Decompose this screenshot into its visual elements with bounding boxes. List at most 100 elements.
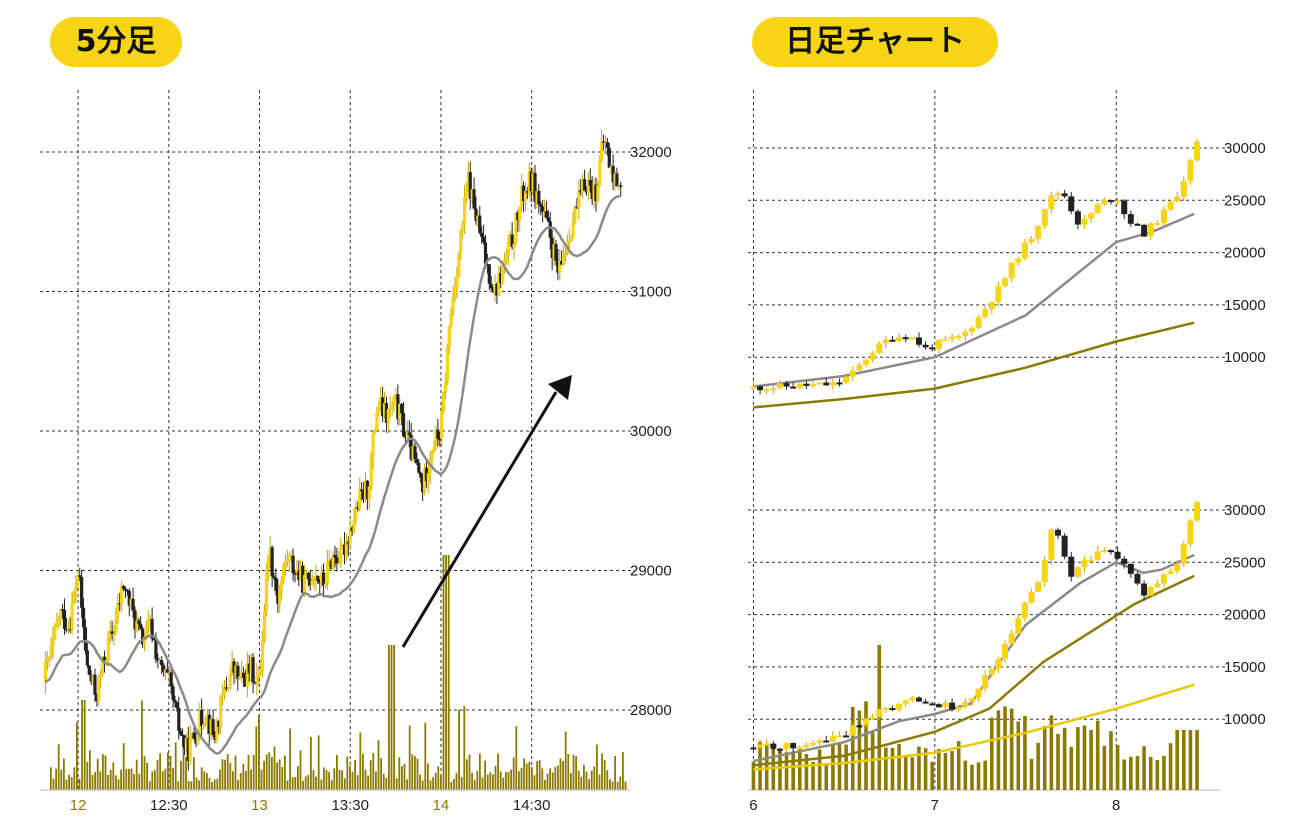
candle-body [1107,200,1114,203]
volume-bar [333,768,336,790]
candle-body [76,575,80,586]
candle-body [411,446,415,460]
volume-bar [125,768,128,790]
candle-body [325,561,329,584]
candle-body [796,747,803,750]
volume-bar [195,777,198,790]
x-tick-label: 6 [749,797,757,814]
candle-body [516,212,520,221]
candle-body [1174,196,1181,202]
candle-body [426,472,430,482]
candle-body [161,665,166,672]
candle-body [388,406,392,410]
candle-body [375,411,379,431]
candle-body [468,172,472,199]
volume-bar [349,765,351,790]
volume-bar [606,770,609,790]
volume-bar [837,743,842,790]
volume-bar [375,771,377,790]
volume-bar [99,771,102,790]
candle-body [140,628,145,645]
volume-bar [94,772,96,790]
volume-bar [190,781,193,790]
candle-body [245,663,249,687]
candle-body [150,619,154,639]
volume-bar [583,764,585,790]
volume-bar [484,760,486,790]
candle-body [230,661,234,675]
candle-body [89,674,93,682]
volume-bar [408,725,411,790]
volume-bar [557,765,559,790]
candle-body [1015,618,1022,634]
candle-body [533,172,537,203]
candle-body [154,639,158,660]
candle-body [207,714,211,734]
candle-body [935,704,942,708]
candle-body [236,665,240,679]
candle-body [272,576,276,578]
candle-body [497,272,501,296]
candle-body [226,688,230,690]
candle-body [461,223,465,231]
candle-body [1035,225,1042,239]
candle-body [601,141,606,143]
candle-body [1021,242,1028,259]
candle-body [1127,214,1134,224]
volume-bar [1023,716,1027,790]
candle-body [823,382,830,386]
candle-body [361,490,366,500]
volume-bar [434,772,437,790]
candle-body [182,735,187,749]
candle-body [982,308,989,317]
candle-body [922,344,929,348]
candle-body [816,382,823,385]
volume-bar [117,779,120,790]
candle-body [856,364,863,371]
candle-body [915,337,922,345]
volume-bar [164,768,167,790]
volume-bar [102,754,104,790]
candle-body [499,272,503,284]
candle-body [485,263,489,266]
moving-average-line [753,553,1195,763]
volume-bar [1089,729,1093,790]
candle-body [85,650,89,666]
volume-bar [956,741,961,790]
volume-bar [429,780,432,790]
candle-body [234,665,238,673]
candle-body [146,622,150,625]
candle-body [776,748,783,751]
candle-body [561,256,566,265]
volume-bar [1182,730,1186,790]
volume-bar [572,754,575,790]
candle-body [962,331,969,337]
x-tick-label: 8 [1112,797,1120,814]
volume-bar [89,750,91,790]
volume-bar [1148,756,1153,790]
volume-bar [154,770,156,790]
volume-bar [450,781,453,790]
candle-body [542,211,547,213]
candle-body [1048,195,1055,210]
candle-body [763,743,770,746]
volume-bar [242,763,245,790]
candle-body [464,191,469,198]
candle-body [333,554,337,558]
volume-bar [382,773,385,790]
volume-bar [91,775,94,790]
volume-bar [614,755,616,790]
candle-body [487,264,491,284]
volume-bar [416,758,419,790]
candle-body [605,142,610,148]
volume-bar [336,754,338,790]
volume-bar [263,760,265,790]
volume-bar [169,755,172,790]
candle-body [259,670,263,673]
volume-bar [421,780,424,790]
volume-bar [255,726,258,790]
y-tick-label: 10000 [1224,711,1266,728]
volume-bar [1122,759,1127,790]
volume-bar [510,769,512,790]
candle-body [474,208,478,221]
